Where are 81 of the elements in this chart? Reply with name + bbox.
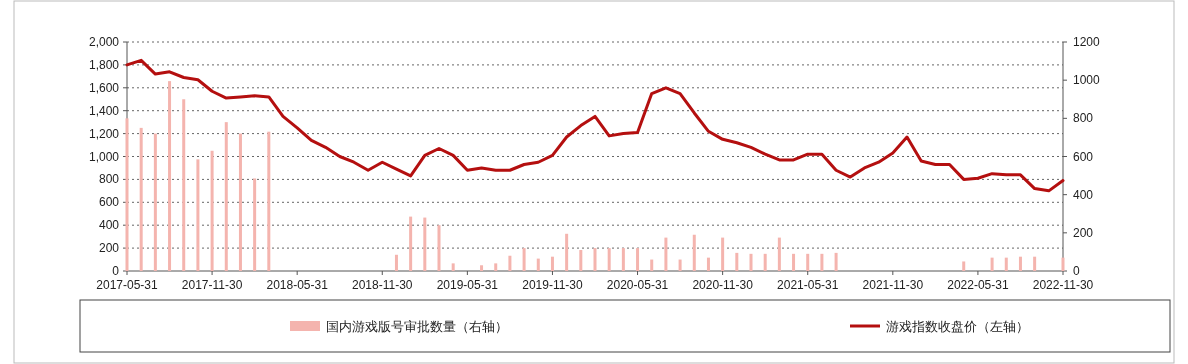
y-tick-label: 600 xyxy=(98,195,120,210)
x-tick-label: 2020-05-31 xyxy=(606,278,669,292)
bar xyxy=(451,263,455,271)
bar xyxy=(565,233,569,271)
y2-tick-label: 0 xyxy=(1073,264,1080,278)
bar xyxy=(139,127,143,271)
y2-tick-label: 1200 xyxy=(1073,35,1101,49)
bar xyxy=(1018,256,1022,271)
bar xyxy=(423,217,427,271)
y-tick-label: 1,800 xyxy=(88,57,120,72)
bar xyxy=(182,99,186,271)
bar xyxy=(792,253,796,271)
bar xyxy=(820,253,824,271)
bar xyxy=(735,252,739,271)
bar xyxy=(1004,257,1008,271)
bar xyxy=(593,248,597,271)
bar xyxy=(494,263,498,271)
legend-label: 国内游戏版号审批数量（右轴） xyxy=(326,319,508,334)
x-tick-label: 2018-11-30 xyxy=(352,278,413,292)
bar xyxy=(394,254,398,271)
bar xyxy=(437,225,441,271)
y2-tick-label: 400 xyxy=(1073,187,1094,202)
x-tick-label: 2019-11-30 xyxy=(522,278,584,292)
bar xyxy=(990,257,994,271)
bar xyxy=(763,253,767,271)
x-tick-label: 2022-11-30 xyxy=(1032,278,1094,292)
y-tick-label: 0 xyxy=(112,264,120,278)
x-tick-label: 2020-11-30 xyxy=(692,278,754,292)
bar xyxy=(508,255,512,271)
y-tick-label: 1,400 xyxy=(88,103,120,118)
bar xyxy=(224,122,228,271)
x-tick-label: 2022-05-31 xyxy=(947,278,1009,292)
bar xyxy=(579,250,583,271)
bar xyxy=(692,234,696,271)
bar xyxy=(621,248,625,271)
bar xyxy=(125,118,129,271)
x-tick-label: 2019-05-31 xyxy=(436,278,499,292)
bar xyxy=(706,257,710,271)
bar xyxy=(153,133,157,271)
bar xyxy=(806,253,810,271)
bar xyxy=(777,237,781,271)
bar xyxy=(721,237,725,271)
y2-tick-label: 600 xyxy=(1073,149,1094,164)
y-tick-label: 1,200 xyxy=(88,126,120,141)
bar xyxy=(210,150,214,271)
bar xyxy=(522,248,526,271)
x-tick-label: 2021-05-31 xyxy=(777,278,839,292)
y-tick-label: 400 xyxy=(98,218,120,233)
bar xyxy=(267,131,271,271)
x-tick-label: 2021-11-30 xyxy=(862,278,924,292)
bar xyxy=(480,265,484,271)
bar xyxy=(664,237,668,271)
x-tick-label: 2017-11-30 xyxy=(181,278,243,292)
y-tick-label: 2,000 xyxy=(88,35,120,49)
bar xyxy=(650,259,654,271)
y2-tick-label: 1000 xyxy=(1073,73,1101,88)
x-tick-label: 2018-05-31 xyxy=(266,278,329,292)
legend-label: 游戏指数收盘价（左轴） xyxy=(886,319,1029,334)
bar xyxy=(749,253,753,271)
bar xyxy=(607,248,611,271)
y-tick-label: 200 xyxy=(98,241,120,256)
y-tick-label: 800 xyxy=(98,172,120,187)
bar xyxy=(409,216,413,271)
bar xyxy=(1033,256,1037,271)
bar xyxy=(536,258,540,271)
bar xyxy=(238,133,242,271)
y-tick-label: 1,000 xyxy=(88,149,120,164)
y2-tick-label: 800 xyxy=(1073,111,1094,126)
bar xyxy=(834,252,838,271)
bar xyxy=(962,261,966,271)
bar xyxy=(253,178,257,271)
y-tick-label: 1,600 xyxy=(88,80,120,95)
bar xyxy=(636,248,640,271)
y2-tick-label: 200 xyxy=(1073,225,1094,240)
bar xyxy=(168,81,172,271)
bar xyxy=(678,259,682,271)
bar xyxy=(196,159,200,271)
line-series xyxy=(125,58,1065,193)
x-tick-label: 2017-05-31 xyxy=(96,278,159,292)
bar xyxy=(1061,257,1065,271)
bar xyxy=(550,256,554,271)
